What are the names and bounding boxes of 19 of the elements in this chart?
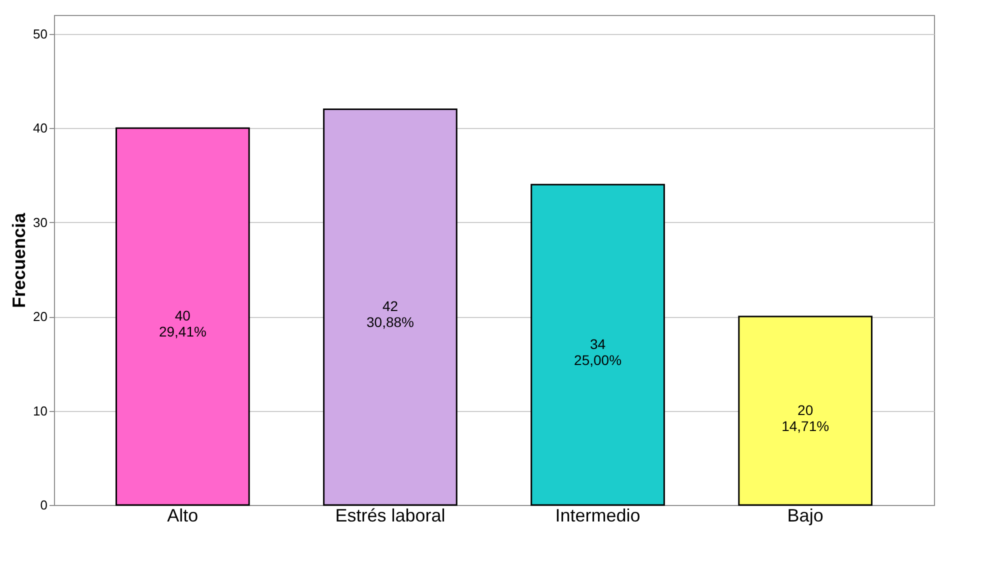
bar xyxy=(116,127,250,506)
x-tick-label: Alto xyxy=(167,506,198,526)
y-tick-label: 30 xyxy=(33,214,48,230)
x-tick-label: Bajo xyxy=(787,506,824,526)
bar xyxy=(738,316,872,506)
y-tick-label: 40 xyxy=(33,120,48,136)
y-tick-label: 50 xyxy=(33,26,48,42)
y-axis-title: Frecuencia xyxy=(9,212,30,308)
y-tick-label: 10 xyxy=(33,403,48,418)
data-label: 40 29,41% xyxy=(158,308,206,340)
y-tick-label: 20 xyxy=(33,309,48,324)
data-label: 20 14,71% xyxy=(782,402,830,434)
bar xyxy=(323,108,458,506)
bar xyxy=(530,184,665,506)
y-tick-label: 0 xyxy=(40,498,48,512)
x-tick-label: Estrés laboral xyxy=(335,506,446,526)
x-tick-label: Intermedio xyxy=(555,506,640,526)
data-label: 42 30,88% xyxy=(366,298,414,330)
data-label: 34 25,00% xyxy=(574,336,622,368)
